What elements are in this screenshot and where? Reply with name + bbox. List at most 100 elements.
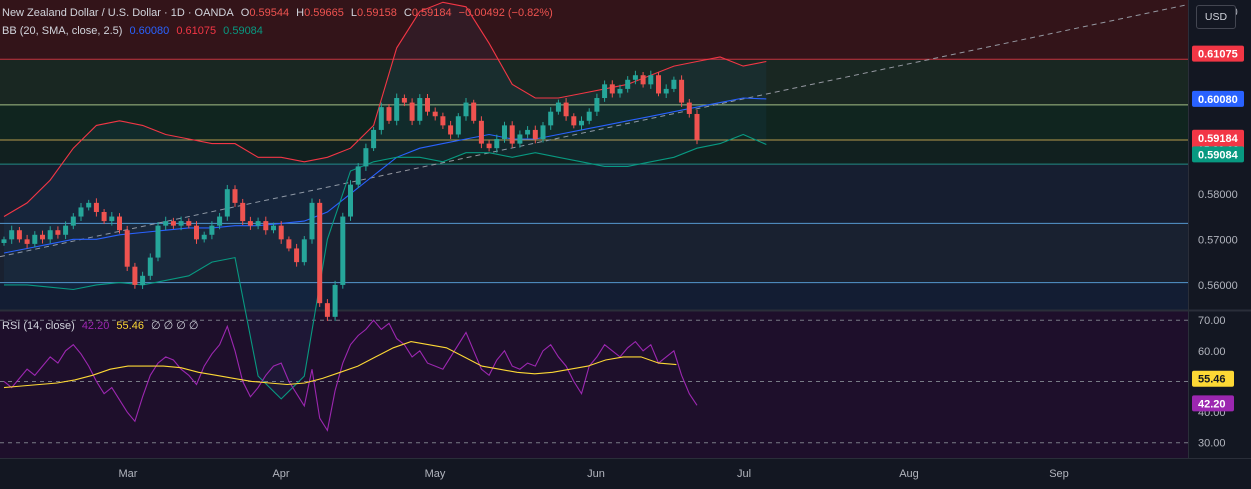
candle[interactable] xyxy=(209,221,215,240)
candle[interactable] xyxy=(602,80,608,102)
candle[interactable] xyxy=(532,125,538,144)
candle[interactable] xyxy=(147,253,153,280)
candle[interactable] xyxy=(9,225,15,244)
candle[interactable] xyxy=(502,121,507,143)
bb-label[interactable]: BB (20, SMA, close, 2.5) xyxy=(2,25,123,37)
candle[interactable] xyxy=(448,120,454,139)
candle[interactable] xyxy=(371,127,377,152)
candle[interactable] xyxy=(217,212,223,230)
candle[interactable] xyxy=(32,231,38,248)
candle[interactable] xyxy=(271,222,276,234)
rsi-label[interactable]: RSI (14, close) xyxy=(2,320,75,332)
candle[interactable] xyxy=(301,236,307,266)
candle[interactable] xyxy=(117,213,122,234)
candle[interactable] xyxy=(101,209,107,225)
candle[interactable] xyxy=(540,121,546,143)
candle[interactable] xyxy=(263,216,269,235)
candle[interactable] xyxy=(486,140,492,152)
candle[interactable] xyxy=(517,130,523,148)
candle[interactable] xyxy=(324,299,330,321)
candle[interactable] xyxy=(632,70,638,85)
candle[interactable] xyxy=(648,70,654,89)
candle[interactable] xyxy=(417,94,423,125)
candle[interactable] xyxy=(563,98,569,121)
candle[interactable] xyxy=(86,199,92,211)
candle[interactable] xyxy=(317,199,323,307)
candle[interactable] xyxy=(656,72,661,97)
candle[interactable] xyxy=(463,98,469,121)
candle[interactable] xyxy=(425,94,430,116)
trend-line[interactable] xyxy=(0,4,1189,258)
candle[interactable] xyxy=(186,218,192,229)
candle[interactable] xyxy=(671,76,677,93)
candle[interactable] xyxy=(124,225,130,272)
candle[interactable] xyxy=(471,99,477,124)
candle[interactable] xyxy=(24,234,30,249)
candle[interactable] xyxy=(278,221,284,244)
candle[interactable] xyxy=(571,113,577,129)
candle[interactable] xyxy=(525,126,531,139)
candle[interactable] xyxy=(386,104,392,124)
candle[interactable] xyxy=(309,198,315,244)
candle[interactable] xyxy=(194,221,199,244)
candle[interactable] xyxy=(255,217,261,230)
candle[interactable] xyxy=(625,76,631,93)
candle[interactable] xyxy=(109,212,115,226)
candle[interactable] xyxy=(1,236,7,246)
candle[interactable] xyxy=(401,94,407,107)
candle[interactable] xyxy=(686,98,692,118)
candle[interactable] xyxy=(340,212,346,289)
candle[interactable] xyxy=(378,102,384,135)
candle[interactable] xyxy=(294,243,300,267)
candle[interactable] xyxy=(394,93,400,126)
rsi-line[interactable] xyxy=(3,319,698,432)
candle[interactable] xyxy=(155,221,161,262)
symbol-title[interactable]: New Zealand Dollar / U.S. Dollar · 1D · … xyxy=(2,7,234,19)
candle[interactable] xyxy=(93,198,99,217)
candle[interactable] xyxy=(201,231,207,243)
candle[interactable] xyxy=(286,236,292,252)
candle[interactable] xyxy=(63,221,69,240)
candle[interactable] xyxy=(579,116,584,130)
rsi-ma-line[interactable] xyxy=(3,341,677,389)
candle[interactable] xyxy=(494,134,500,153)
currency-button[interactable]: USD xyxy=(1196,5,1236,29)
candle[interactable] xyxy=(555,99,561,115)
candle[interactable] xyxy=(55,226,61,239)
candle[interactable] xyxy=(47,226,53,244)
candle[interactable] xyxy=(455,113,461,138)
candle[interactable] xyxy=(509,121,515,148)
candle[interactable] xyxy=(663,84,669,99)
candle[interactable] xyxy=(409,98,415,126)
candle[interactable] xyxy=(240,198,246,226)
candle[interactable] xyxy=(163,216,169,231)
bb-basis-line[interactable] xyxy=(3,97,767,254)
bb-upper-line[interactable] xyxy=(3,1,767,217)
candle[interactable] xyxy=(70,213,76,230)
candle[interactable] xyxy=(16,227,22,243)
candle[interactable] xyxy=(679,75,685,108)
candle[interactable] xyxy=(478,116,484,149)
candle[interactable] xyxy=(586,108,592,125)
candle[interactable] xyxy=(548,107,554,130)
candle[interactable] xyxy=(640,71,646,88)
candle[interactable] xyxy=(132,262,138,289)
candle[interactable] xyxy=(594,93,600,117)
candle[interactable] xyxy=(332,280,338,321)
candle[interactable] xyxy=(178,216,184,231)
candle[interactable] xyxy=(78,202,84,222)
candle[interactable] xyxy=(609,80,615,98)
candle[interactable] xyxy=(617,84,623,98)
candle[interactable] xyxy=(355,163,361,188)
candle[interactable] xyxy=(694,109,700,145)
candle[interactable] xyxy=(40,230,45,244)
candle[interactable] xyxy=(440,112,446,129)
candle[interactable] xyxy=(363,143,369,171)
candle[interactable] xyxy=(247,216,253,230)
bb-lower-line[interactable] xyxy=(4,133,767,400)
candle[interactable] xyxy=(224,184,230,221)
candle[interactable] xyxy=(170,217,176,229)
candle[interactable] xyxy=(140,271,146,289)
candle[interactable] xyxy=(232,185,238,207)
